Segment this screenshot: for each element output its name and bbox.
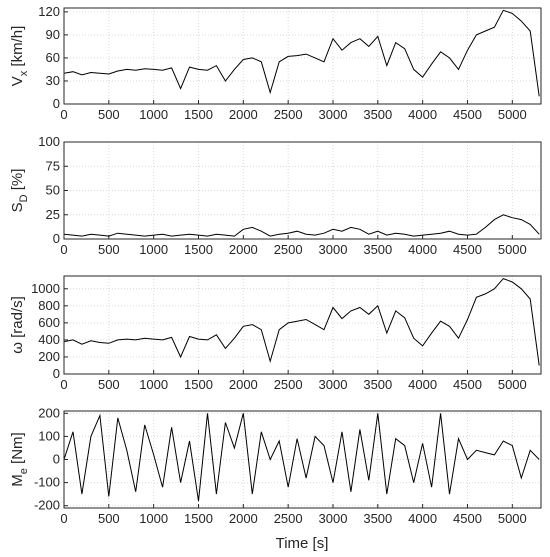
axes-box [63,141,542,240]
x-tick-label: 5000 [498,511,527,526]
x-tick-label: 0 [60,107,67,122]
y-tick-label: 0 [53,231,60,246]
y-tick-label: 400 [38,332,60,347]
panel-omega: 0 500 1000 1500 2000 2500 3000 3500 4000 4500 5000… [9,275,542,392]
x-tick-label: 4500 [453,242,482,257]
axes-box [63,7,542,105]
x-tick-label: 1500 [184,511,213,526]
x-tick-label: 3000 [319,242,348,257]
y-tick-label: 90 [46,27,60,42]
y-tick-label: 0 [53,96,60,111]
x-tick-label: 3500 [363,107,392,122]
y-axis-label-sub: e [18,468,30,474]
y-axis-label-main: M [9,474,26,487]
x-tick-label: 2500 [274,511,303,526]
y-axis-label: SD [%] [9,169,30,213]
y-tick-label: 50 [46,183,60,198]
y-axis-label-main: S [9,202,26,212]
y-tick-label: 800 [38,298,60,313]
x-tick-label: 5000 [498,107,527,122]
x-tick-label: 4500 [453,511,482,526]
x-tick-label: 3000 [319,377,348,392]
panels-group: 0 500 1000 1500 2000 2500 3000 3500 4000 4500 5000… [9,4,542,526]
x-tick-label: 3000 [319,107,348,122]
x-tick-label: 4500 [453,107,482,122]
y-tick-label: 1000 [31,281,60,296]
x-tick-label: 2500 [274,377,303,392]
y-tick-label: 0 [53,366,60,381]
x-tick-label: 4000 [408,377,437,392]
x-tick-label: 3500 [363,511,392,526]
x-tick-label: 0 [60,511,67,526]
y-tick-label: 200 [38,349,60,364]
y-tick-label: 30 [46,73,60,88]
x-tick-label: 4000 [408,107,437,122]
x-axis-label: Time [s] [276,535,329,552]
x-tick-label: 1000 [139,377,168,392]
y-axis-label: Vx [km/h] [9,26,30,87]
x-tick-label: 2500 [274,107,303,122]
y-tick-label: 0 [53,452,60,467]
y-tick-label: 100 [38,134,60,149]
y-axis-label-unit: [rad/s] [9,296,26,342]
x-tick-label: 3000 [319,511,348,526]
y-axis-label-sub: D [18,194,30,202]
x-tick-label: 4500 [453,377,482,392]
x-tick-label: 2000 [229,377,258,392]
x-tick-label: 2000 [229,107,258,122]
x-tick-label: 500 [98,107,120,122]
y-tick-label: 25 [46,207,60,222]
x-tick-label: 3500 [363,242,392,257]
y-axis-label-main: V [9,76,26,86]
x-tick-label: 0 [60,242,67,257]
y-axis-label-sub: x [18,70,30,76]
y-axis-label: ω [rad/s] [9,296,26,354]
x-tick-label: 500 [98,511,120,526]
x-tick-label: 500 [98,242,120,257]
x-tick-label: 1500 [184,242,213,257]
panel-me: 0 500 1000 1500 2000 2500 3000 3500 4000 4500 5000… [9,405,542,526]
y-axis-label-unit: [Nm] [9,432,26,468]
y-tick-label: 120 [38,4,60,19]
panel-sd: 0 500 1000 1500 2000 2500 3000 3500 4000 4500 5000… [9,134,542,257]
series-line-me [64,413,540,502]
x-tick-label: 1000 [139,242,168,257]
y-tick-label: 100 [38,428,60,443]
y-tick-label: -100 [34,475,60,490]
y-tick-label: 600 [38,315,60,330]
y-axis-label-unit: [km/h] [9,26,26,71]
y-axis-label-main: ω [9,342,26,354]
x-tick-label: 2000 [229,242,258,257]
y-tick-label: 200 [38,405,60,420]
series-line-vx [64,9,540,97]
y-tick-label: 75 [46,158,60,173]
x-tick-label: 500 [98,377,120,392]
panel-vx: 0 500 1000 1500 2000 2500 3000 3500 4000 4500 5000… [9,4,542,122]
x-tick-label: 3500 [363,377,392,392]
x-tick-label: 4000 [408,242,437,257]
x-tick-label: 5000 [498,377,527,392]
x-tick-label: 0 [60,377,67,392]
x-tick-label: 1000 [139,511,168,526]
x-tick-label: 2000 [229,511,258,526]
x-tick-label: 2500 [274,242,303,257]
x-tick-label: 1500 [184,107,213,122]
series-line-sd [64,214,540,237]
y-axis-label-unit: [%] [9,169,26,195]
axes-box [63,410,542,509]
x-tick-label: 1500 [184,377,213,392]
y-axis-label: Me [Nm] [9,432,30,486]
y-tick-label: -200 [34,498,60,513]
axes-box [63,275,542,375]
x-tick-label: 1000 [139,107,168,122]
y-tick-label: 60 [46,50,60,65]
x-tick-label: 5000 [498,242,527,257]
series-line-omega [64,278,540,366]
x-tick-label: 4000 [408,511,437,526]
